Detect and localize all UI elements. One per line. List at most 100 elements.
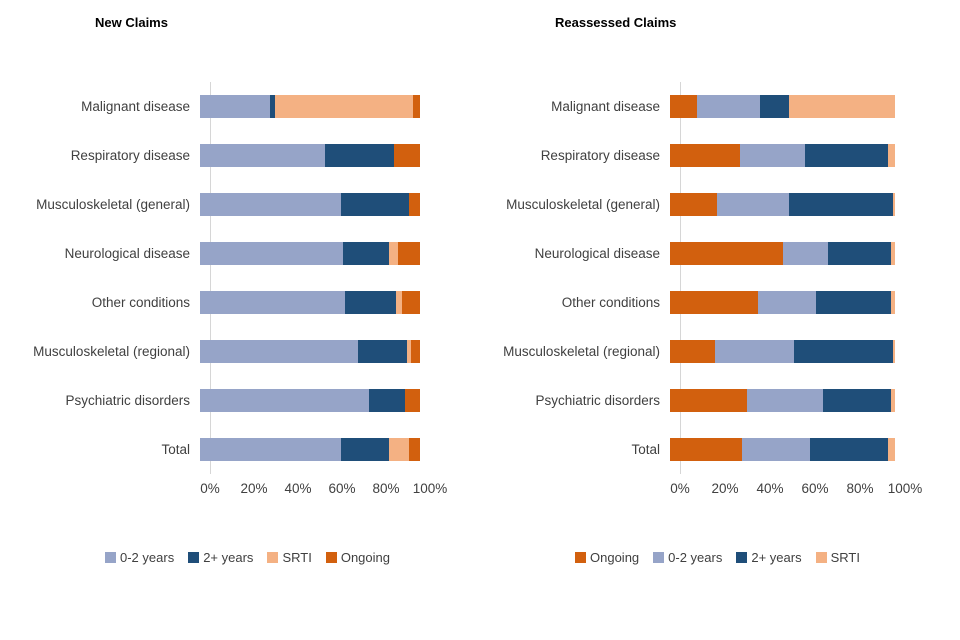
bar-segment-srti [389,438,409,461]
bar-row: Psychiatric disorders [480,376,912,425]
bar-segment-2-years [358,340,407,363]
bar-segment-2-years [793,340,893,363]
bar-track [200,389,420,412]
legend-swatch [188,552,200,563]
bar-segment-2-years [760,95,790,118]
x-tick-label: 0% [670,481,690,496]
bar-segment-ongoing [411,340,420,363]
x-tick-label: 100% [412,481,448,496]
category-label: Psychiatric disorders [535,393,660,408]
bar-row: Respiratory disease [480,131,912,180]
legend-label: Ongoing [340,550,390,565]
legend: 0-2 years 2+ years SRTI Ongoing [105,550,435,565]
plot-area: Malignant disease Respiratory disease Musc… [480,82,922,504]
y-axis-line [210,82,211,474]
bar-segment-0-2-years [697,95,760,118]
bar-segment-2-years [345,291,396,314]
legend-label: SRTI [282,550,312,565]
category-label: Musculoskeletal (general) [36,197,190,212]
bar-row: Other conditions [10,278,435,327]
bar-track [670,193,895,216]
bar-segment-srti [389,242,398,265]
category-label: Malignant disease [81,99,190,114]
legend-item-ongoing: Ongoing [575,550,639,565]
x-tick-label: 60% [801,481,829,496]
legend-item-2-years: 2+ years [736,550,802,565]
legend-swatch [653,552,665,563]
bar-segment-ongoing [670,291,758,314]
category-label: Musculoskeletal (regional) [503,344,660,359]
legend-item-srti: SRTI [267,550,312,565]
bar-segment-0-2-years [739,144,805,167]
bar-segment-ongoing [670,389,747,412]
bar-segment-ongoing [670,193,718,216]
bar-segment-0-2-years [200,340,359,363]
x-axis: 0% 20% 40% 60% 80% 100% [200,474,447,504]
bar-segment-srti [890,242,895,265]
bar-segment-ongoing [670,438,742,461]
bar-track [670,340,895,363]
category-label: Neurological disease [534,246,660,261]
bar-segment-0-2-years [200,95,271,118]
bar-segment-2-years [340,438,390,461]
bar-segment-0-2-years [200,242,343,265]
legend-item-2-years: 2+ years [188,550,253,565]
bar-segment-2-years [340,193,409,216]
legend-item-srti: SRTI [815,550,860,565]
bar-track [670,144,895,167]
bar-segment-0-2-years [717,193,790,216]
chart-title-new-claims: New Claims [95,15,168,30]
bar-segment-srti [890,291,895,314]
bar-row: Neurological disease [480,229,912,278]
bar-segment-0-2-years [746,389,823,412]
category-label: Respiratory disease [70,148,190,163]
bar-segment-2-years [270,95,275,118]
bar-track [670,291,895,314]
bar-segment-0-2-years [200,193,341,216]
bar-row: Neurological disease [10,229,435,278]
legend-label: 0-2 years [668,550,723,565]
bar-segment-0-2-years [715,340,794,363]
bar-segment-ongoing [397,242,420,265]
bar-segment-ongoing [670,144,740,167]
bar-track [200,95,420,118]
chart-title-reassessed-claims: Reassessed Claims [555,15,677,30]
legend-label: SRTI [830,550,860,565]
legend-label: 2+ years [751,550,802,565]
bar-track [200,144,420,167]
x-tick-label: 80% [372,481,400,496]
bar-segment-srti [892,340,895,363]
bar-segment-ongoing [413,95,420,118]
bar-row: Musculoskeletal (regional) [480,327,912,376]
bar-track [200,242,420,265]
bar-row: Musculoskeletal (regional) [10,327,435,376]
bar-segment-ongoing [402,291,420,314]
bar-segment-srti [888,438,895,461]
legend-swatch [575,552,586,563]
x-tick-label: 40% [756,481,784,496]
chart-panel-reassessed-claims: Reassessed Claims Malignant disease Respi… [480,0,922,565]
x-tick-label: 20% [711,481,739,496]
bar-track [670,438,895,461]
legend-swatch [105,552,116,563]
bar-row: Total [10,425,435,474]
legend: Ongoing 0-2 years 2+ years SRTI [575,550,912,565]
bar-segment-2-years [816,291,891,314]
bar-track [670,242,895,265]
bar-rows: Malignant disease Respiratory disease Musc… [480,82,912,474]
bar-segment-ongoing [670,95,697,118]
bar-track [200,291,420,314]
y-axis-line [680,82,681,474]
category-label: Musculoskeletal (regional) [33,344,190,359]
bar-segment-srti [789,95,895,118]
x-axis: 0% 20% 40% 60% 80% 100% [670,474,922,504]
bar-segment-2-years [369,389,405,412]
bar-segment-2-years [325,144,394,167]
bar-segment-0-2-years [200,144,326,167]
bar-segment-ongoing [670,242,783,265]
bar-segment-srti [890,389,895,412]
bar-segment-ongoing [408,438,420,461]
bar-segment-2-years [789,193,893,216]
bar-segment-2-years [809,438,889,461]
